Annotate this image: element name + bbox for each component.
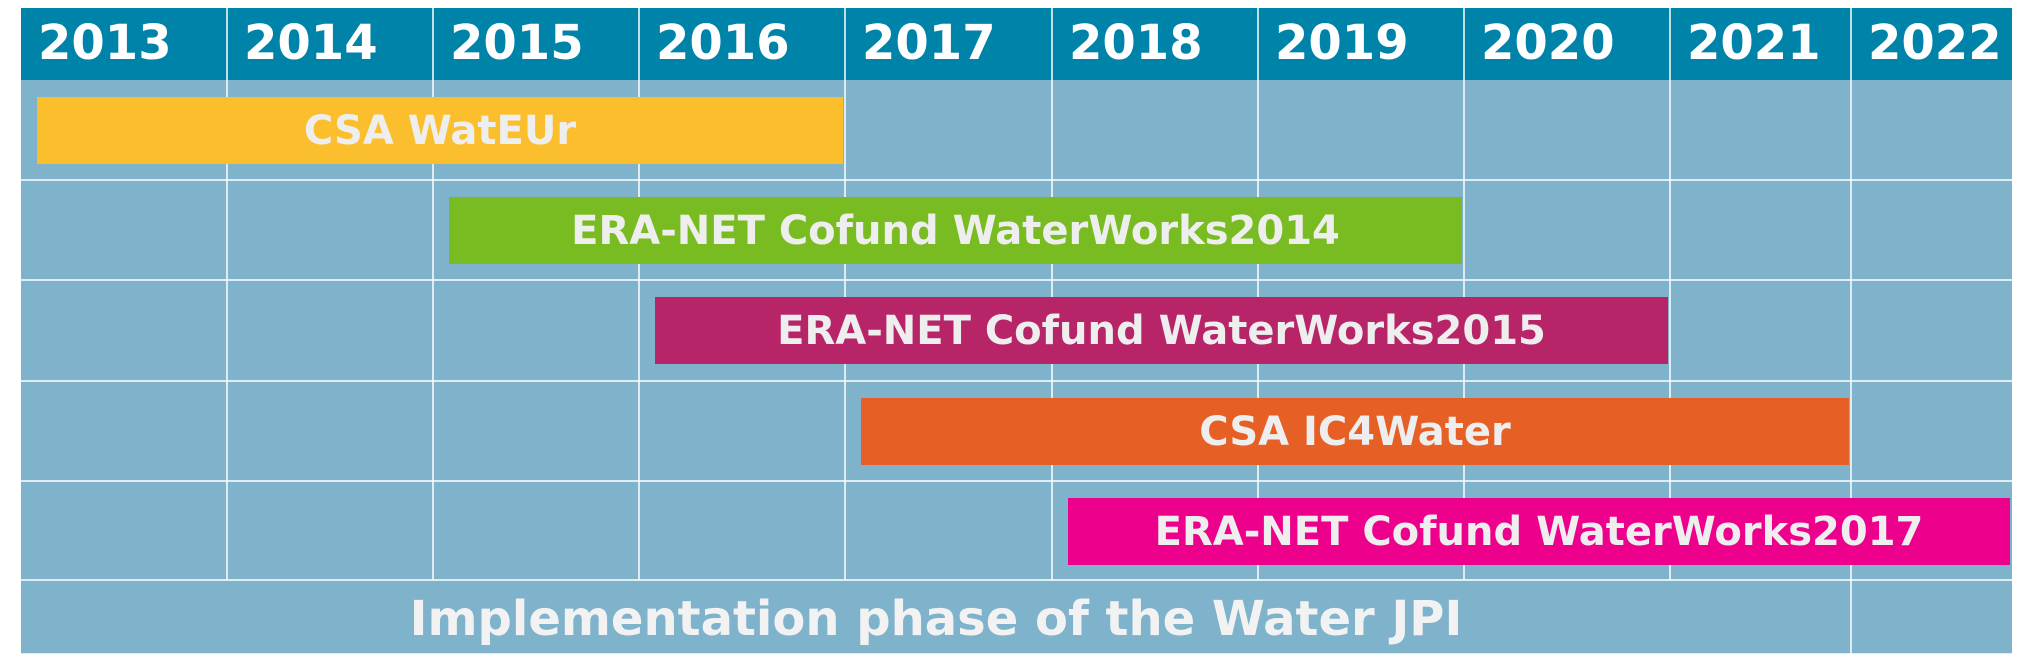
project-bar	[655, 297, 1668, 364]
footer-label: Implementation phase of the Water JPI	[410, 591, 1463, 647]
year-label: 2014	[244, 15, 378, 71]
year-label: 2013	[38, 15, 172, 71]
year-label: 2018	[1069, 15, 1203, 71]
year-label: 2020	[1481, 15, 1615, 71]
year-label: 2021	[1687, 15, 1821, 71]
project-bar	[449, 197, 1462, 264]
project-label: ERA-NET Cofund WaterWorks2014	[571, 208, 1340, 254]
year-label: 2016	[656, 15, 790, 71]
project-bar	[861, 398, 1849, 465]
project-label: CSA WatEUr	[304, 108, 576, 154]
project-label: ERA-NET Cofund WaterWorks2015	[777, 308, 1546, 354]
year-label: 2019	[1275, 15, 1409, 71]
year-label: 2017	[862, 15, 996, 71]
project-bar	[37, 97, 843, 164]
project-label: CSA IC4Water	[1199, 409, 1511, 455]
project-bar	[1068, 498, 2010, 565]
year-label: 2015	[450, 15, 584, 71]
header-background	[21, 8, 2012, 80]
year-label: 2022	[1868, 15, 2002, 71]
project-label: ERA-NET Cofund WaterWorks2017	[1155, 509, 1924, 555]
